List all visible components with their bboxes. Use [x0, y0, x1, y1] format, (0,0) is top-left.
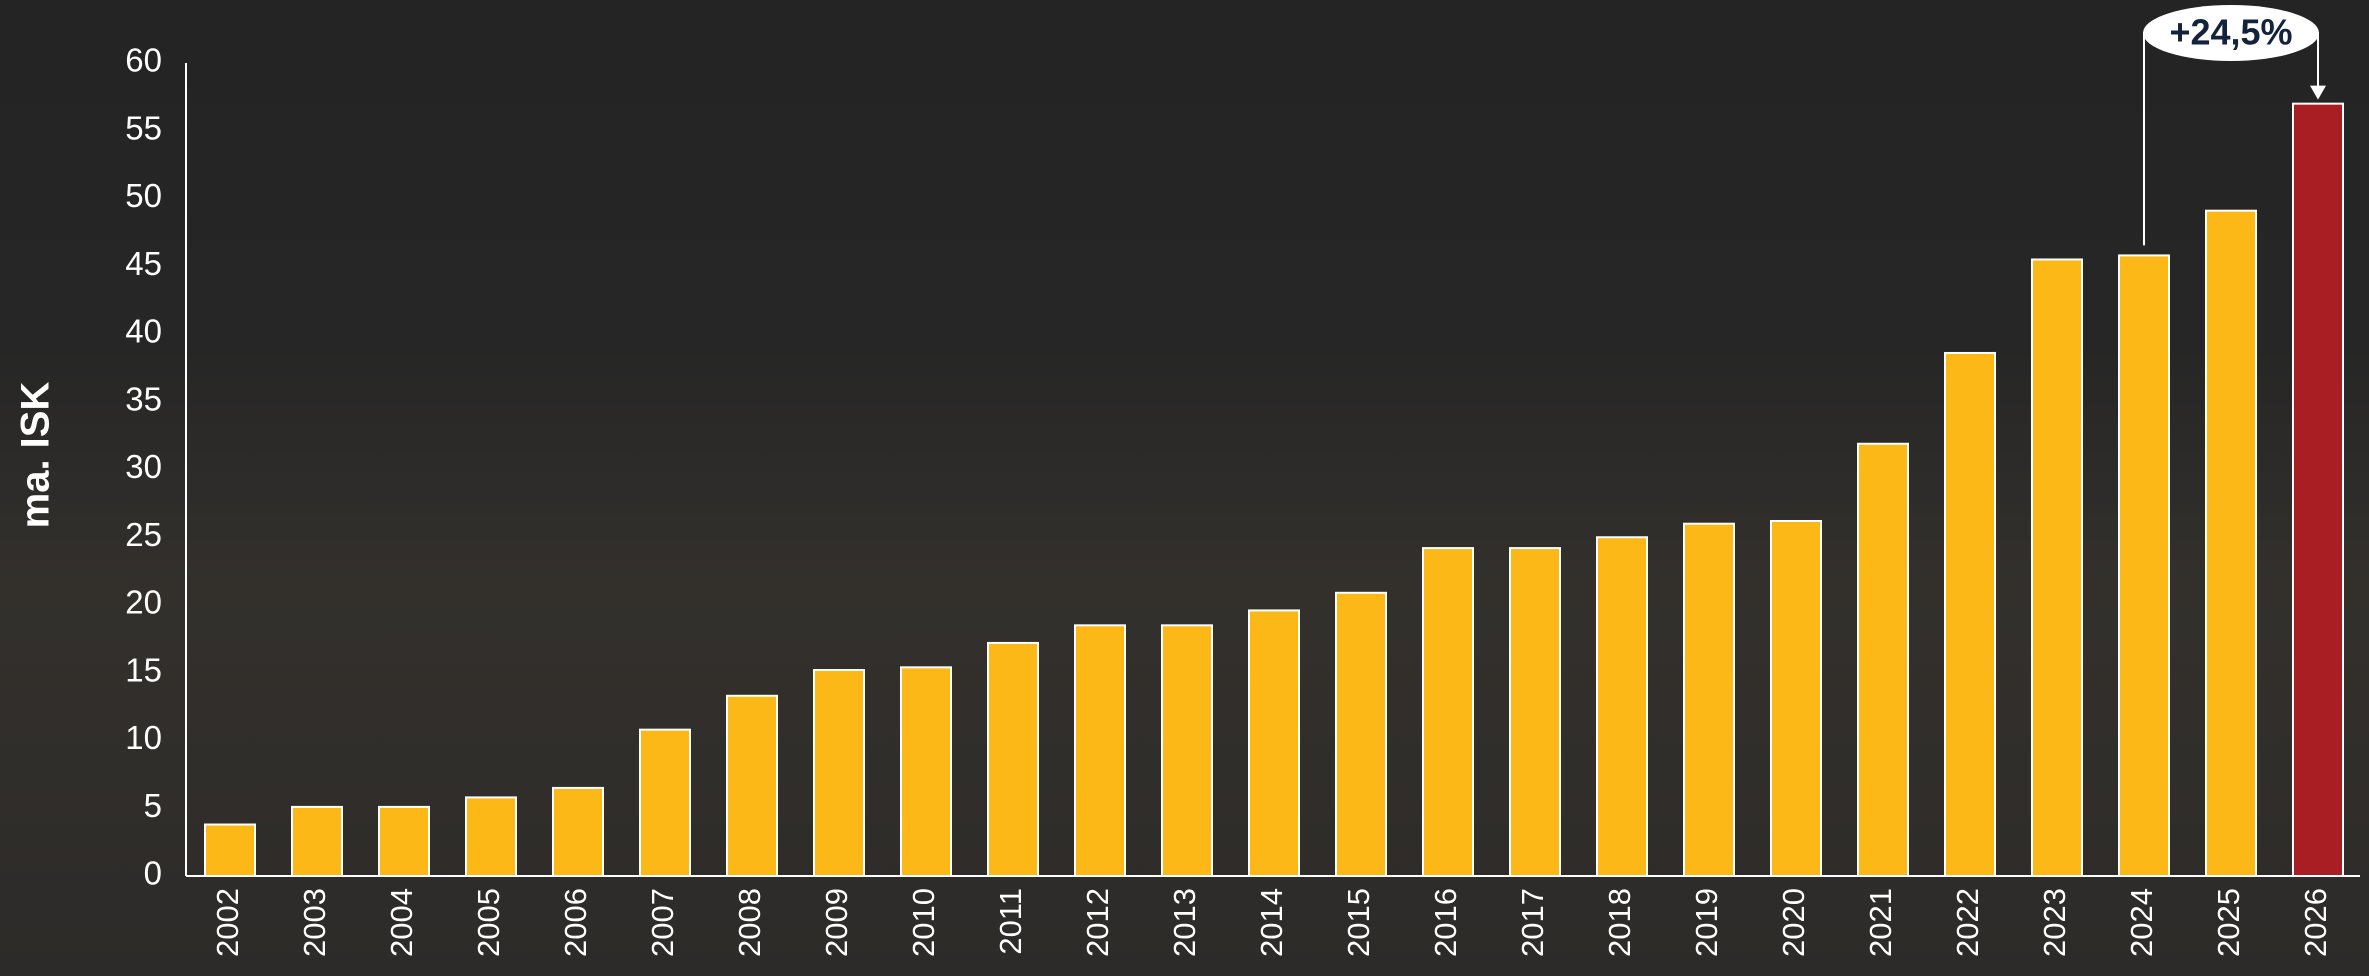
bar	[2032, 259, 2082, 876]
y-tick-label: 25	[125, 516, 162, 553]
bar	[1597, 537, 1647, 876]
bar	[814, 670, 864, 876]
annotation-label: +24,5%	[2169, 12, 2292, 53]
x-tick-label: 2025	[2211, 888, 2246, 957]
bar	[1684, 524, 1734, 876]
x-tick-label: 2008	[732, 888, 767, 957]
bar	[553, 788, 603, 876]
y-tick-label: 30	[125, 448, 162, 485]
bar	[1162, 625, 1212, 876]
x-tick-label: 2022	[1950, 888, 1985, 957]
x-tick-label: 2015	[1341, 888, 1376, 957]
bar	[1336, 593, 1386, 876]
chart: ma. ISK 05101520253035404550556020022003…	[0, 0, 2369, 976]
y-tick-label: 55	[125, 109, 162, 146]
x-tick-label: 2005	[471, 888, 506, 957]
bar	[1423, 548, 1473, 876]
bar	[205, 825, 255, 876]
x-tick-label: 2020	[1776, 888, 1811, 957]
x-tick-label: 2007	[645, 888, 680, 957]
page: ma. ISK 05101520253035404550556020022003…	[0, 0, 2369, 976]
x-tick-label: 2023	[2037, 888, 2072, 957]
bar	[292, 807, 342, 876]
y-tick-label: 0	[144, 855, 162, 892]
x-tick-label: 2009	[819, 888, 854, 957]
y-axis-title: ma. ISK	[14, 382, 58, 529]
x-tick-label: 2017	[1515, 888, 1550, 957]
y-tick-label: 60	[125, 42, 162, 79]
x-tick-label: 2006	[558, 888, 593, 957]
x-tick-label: 2003	[297, 888, 332, 957]
bar	[1945, 353, 1995, 876]
x-tick-label: 2019	[1689, 888, 1724, 957]
bar	[988, 643, 1038, 876]
x-tick-label: 2004	[384, 888, 419, 957]
bar	[466, 797, 516, 876]
x-tick-label: 2010	[906, 888, 941, 957]
y-tick-label: 35	[125, 380, 162, 417]
x-tick-label: 2018	[1602, 888, 1637, 957]
y-tick-label: 45	[125, 245, 162, 282]
bar	[1249, 610, 1299, 876]
bar	[2293, 104, 2343, 876]
bar	[2206, 211, 2256, 876]
x-tick-label: 2026	[2298, 888, 2333, 957]
bar	[1771, 521, 1821, 876]
x-tick-label: 2016	[1428, 888, 1463, 957]
bar	[1075, 625, 1125, 876]
bar	[379, 807, 429, 876]
bar	[901, 667, 951, 876]
x-tick-label: 2014	[1254, 888, 1289, 957]
y-tick-label: 5	[144, 787, 162, 824]
y-tick-label: 50	[125, 177, 162, 214]
bar	[1858, 444, 1908, 876]
x-tick-label: 2011	[993, 888, 1028, 955]
bar	[2119, 255, 2169, 876]
x-tick-label: 2024	[2124, 888, 2159, 957]
y-tick-label: 40	[125, 313, 162, 350]
bar	[1510, 548, 1560, 876]
x-tick-label: 2012	[1080, 888, 1115, 957]
x-tick-label: 2021	[1863, 888, 1898, 957]
bar	[640, 730, 690, 876]
y-tick-label: 20	[125, 584, 162, 621]
x-tick-label: 2002	[210, 888, 245, 957]
y-tick-label: 10	[125, 719, 162, 756]
y-tick-label: 15	[125, 651, 162, 688]
bar	[727, 696, 777, 876]
x-tick-label: 2013	[1167, 888, 1202, 957]
